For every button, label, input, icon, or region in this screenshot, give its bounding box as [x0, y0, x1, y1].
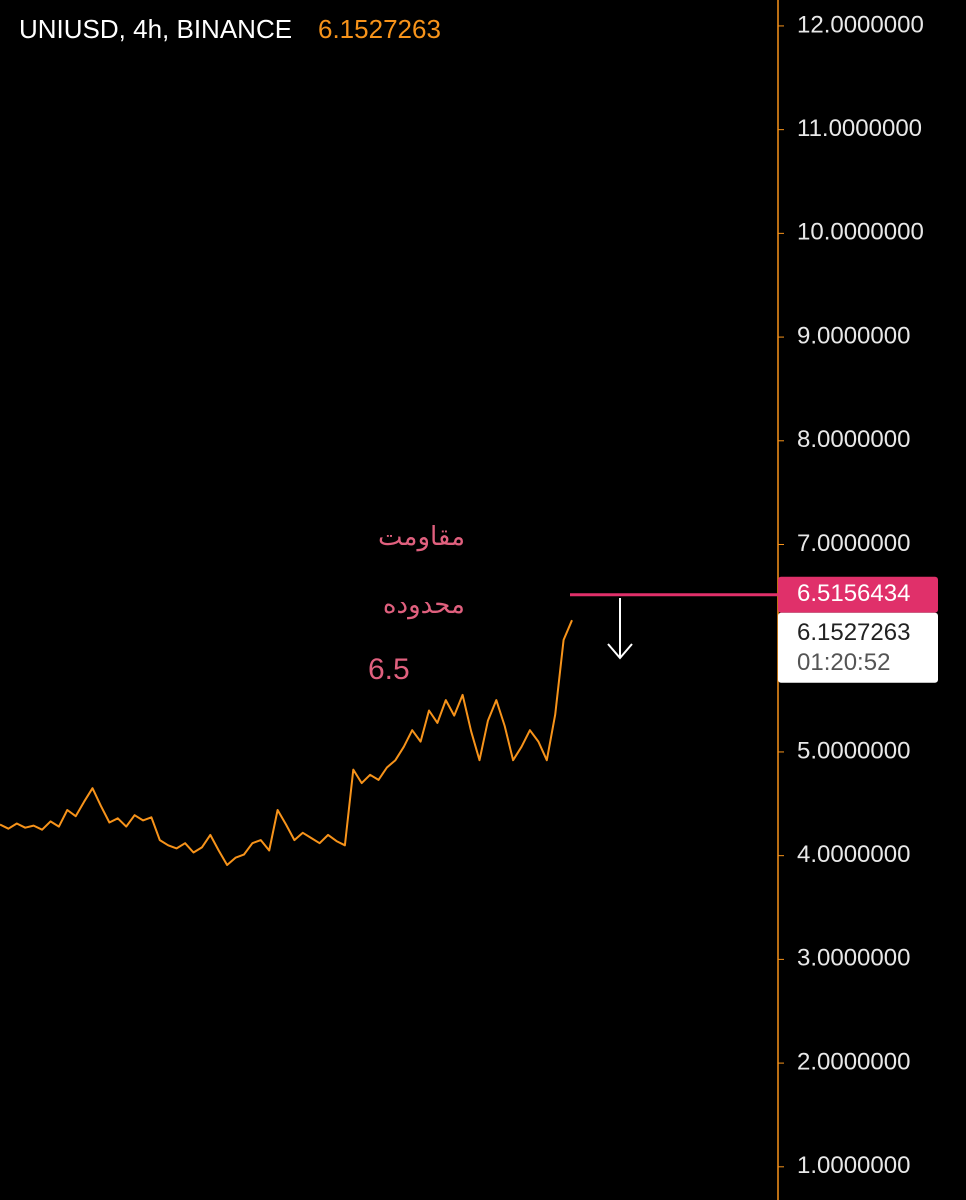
arrow [607, 598, 633, 660]
y-tick-label: 7.0000000 [797, 530, 910, 557]
annotation: مقاومت [378, 521, 465, 552]
y-tick-label: 2.0000000 [797, 1048, 910, 1075]
price-label: 6.1527263 [797, 619, 910, 646]
y-tick-label: 4.0000000 [797, 841, 910, 868]
annotation: 6.5 [368, 653, 410, 686]
price-line [0, 619, 573, 866]
price-label-box [778, 612, 938, 683]
y-tick-label: 10.0000000 [797, 219, 924, 246]
y-tick-label: 12.0000000 [797, 11, 924, 38]
y-tick-label: 5.0000000 [797, 737, 910, 764]
annotation: محدوده [383, 589, 465, 620]
resistance-label: 6.5156434 [797, 580, 910, 607]
countdown-label: 01:20:52 [797, 649, 890, 676]
y-tick-label: 9.0000000 [797, 322, 910, 349]
header-price: 6.1527263 [318, 14, 441, 44]
y-tick-label: 3.0000000 [797, 945, 910, 972]
y-tick-label: 1.0000000 [797, 1152, 910, 1179]
resistance-label-box [778, 576, 938, 613]
y-tick-label: 11.0000000 [797, 115, 922, 142]
chart-title: UNIUSD, 4h, BINANCE [19, 14, 292, 44]
y-tick-label: 8.0000000 [797, 426, 910, 453]
